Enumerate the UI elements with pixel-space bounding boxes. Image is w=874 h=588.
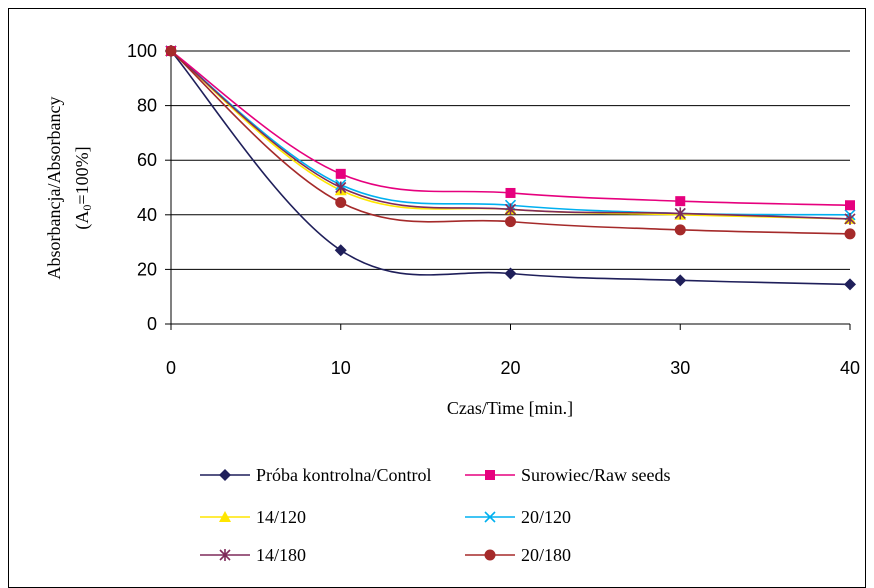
legend-label: 20/120 bbox=[521, 507, 571, 527]
series-0 bbox=[165, 45, 856, 291]
x-tick-label: 0 bbox=[166, 358, 176, 378]
legend-item: 20/180 bbox=[465, 545, 571, 565]
x-tick-label: 30 bbox=[670, 358, 690, 378]
series-group bbox=[165, 45, 856, 291]
legend-label: 14/120 bbox=[256, 507, 306, 527]
grid-lines bbox=[171, 50, 850, 270]
legend-item: Surowiec/Raw seeds bbox=[465, 465, 670, 485]
y-tick-label: 60 bbox=[137, 150, 157, 170]
marker-star bbox=[504, 203, 517, 216]
x-tick-label: 20 bbox=[500, 358, 520, 378]
marker-star bbox=[219, 549, 231, 561]
marker-square bbox=[675, 196, 686, 207]
marker-diamond bbox=[504, 267, 517, 280]
y-axis-title-line1: Absorbancja/Absorbancy bbox=[44, 97, 64, 280]
marker-diamond bbox=[844, 278, 856, 291]
legend-item: Próba kontrolna/Control bbox=[200, 465, 431, 485]
marker-circle bbox=[674, 224, 686, 236]
chart-frame bbox=[8, 8, 866, 588]
y-tick-label: 20 bbox=[137, 259, 157, 279]
legend-item: 20/120 bbox=[465, 507, 571, 527]
marker-diamond bbox=[674, 274, 687, 287]
marker-triangle bbox=[219, 511, 231, 522]
y-axis-title-line2: (A0=100%] bbox=[72, 146, 94, 229]
legend-label: Surowiec/Raw seeds bbox=[521, 465, 670, 485]
y-tick-label: 100 bbox=[127, 41, 157, 61]
series-line bbox=[170, 50, 851, 207]
marker-circle bbox=[335, 197, 347, 209]
marker-diamond bbox=[219, 469, 231, 481]
legend: Próba kontrolna/Control Surowiec/Raw seed… bbox=[200, 465, 670, 565]
marker-square bbox=[485, 470, 495, 480]
legend-label: Próba kontrolna/Control bbox=[256, 465, 431, 485]
axes bbox=[165, 50, 851, 330]
y-tick-labels: 0 20 40 60 80 100 bbox=[127, 41, 157, 334]
marker-circle bbox=[505, 216, 516, 228]
x-tick-label: 40 bbox=[840, 358, 860, 378]
marker-square bbox=[845, 200, 855, 211]
marker-square bbox=[505, 187, 516, 198]
marker-circle bbox=[844, 228, 856, 240]
marker-square bbox=[335, 168, 346, 179]
marker-star bbox=[335, 181, 347, 194]
marker-circle bbox=[484, 549, 496, 561]
marker-x bbox=[484, 511, 496, 523]
legend-label: 14/180 bbox=[256, 545, 306, 565]
marker-star bbox=[844, 212, 856, 225]
series-line bbox=[170, 50, 851, 286]
marker-diamond bbox=[334, 244, 347, 257]
legend-item: 14/120 bbox=[200, 507, 306, 527]
y-tick-label: 40 bbox=[137, 205, 157, 225]
series-1 bbox=[166, 46, 855, 211]
series-5 bbox=[165, 45, 856, 240]
legend-label: 20/180 bbox=[521, 545, 571, 565]
x-tick-label: 10 bbox=[331, 358, 351, 378]
y-tick-label: 80 bbox=[137, 96, 157, 116]
marker-circle bbox=[165, 45, 177, 57]
y-tick-label: 0 bbox=[147, 314, 157, 334]
x-axis-title: Czas/Time [min.] bbox=[447, 398, 573, 418]
legend-item: 14/180 bbox=[200, 545, 306, 565]
x-tick-labels: 0 10 20 30 40 bbox=[166, 358, 860, 378]
marker-star bbox=[674, 207, 686, 220]
